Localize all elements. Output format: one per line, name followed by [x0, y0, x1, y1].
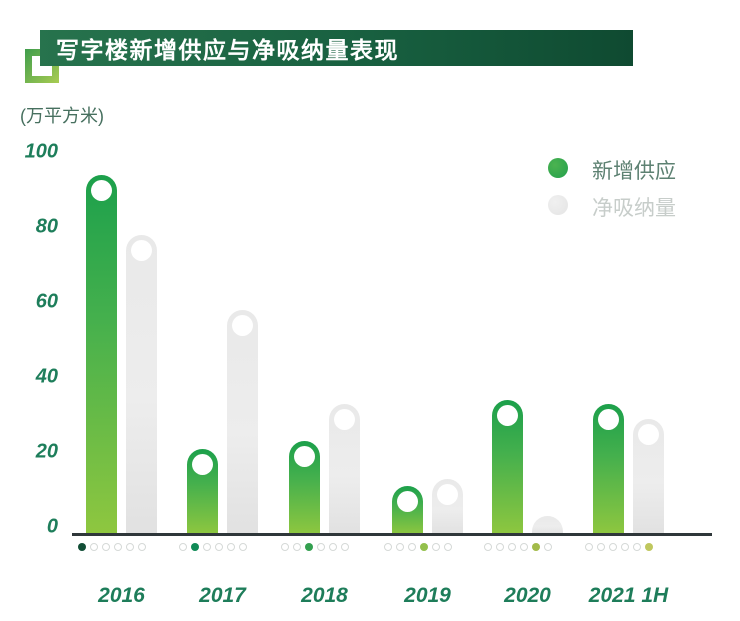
- dot-active-icon: [190, 543, 199, 551]
- y-axis-tick-40: 40: [35, 365, 58, 388]
- dot-icon: [620, 543, 629, 551]
- x-axis-label-2018: 2018: [301, 584, 348, 607]
- dot-icon: [495, 543, 504, 551]
- dot-icon: [395, 543, 404, 551]
- dot-icon: [316, 543, 325, 551]
- dot-icon: [507, 543, 516, 551]
- dot-icon: [101, 543, 110, 551]
- bar-absorption-2016: [126, 235, 157, 535]
- bar-cap-hole-icon: [598, 408, 619, 430]
- dot-active-icon: [304, 543, 313, 551]
- dot-icon: [280, 543, 289, 551]
- x-axis-label-2021-1h: 2021 1H: [588, 584, 669, 607]
- x-axis-label-2016: 2016: [98, 584, 145, 607]
- legend-label-absorption: 净吸纳量: [592, 197, 676, 220]
- dot-icon: [483, 543, 492, 551]
- bar-cap-hole-icon: [397, 491, 418, 513]
- dot-icon: [89, 543, 98, 551]
- year-dots-2017: [178, 543, 247, 551]
- dot-icon: [632, 543, 641, 551]
- dot-icon: [226, 543, 235, 551]
- x-axis-label-2017: 2017: [199, 584, 246, 607]
- bar-cap-hole-icon: [334, 408, 355, 430]
- dot-icon: [113, 543, 122, 551]
- x-axis-label-2020: 2020: [504, 584, 551, 607]
- y-axis-tick-0: 0: [46, 515, 58, 538]
- chart-title: 写字楼新增供应与净吸纳量表现: [56, 37, 399, 63]
- bar-supply-2019: [392, 486, 423, 535]
- bar-absorption-2019: [432, 478, 463, 535]
- dot-icon: [407, 543, 416, 551]
- legend-label-supply: 新增供应: [592, 160, 676, 183]
- bar-cap-hole-icon: [91, 180, 112, 201]
- bar-cap-hole-icon: [437, 483, 458, 505]
- year-dots-2018: [280, 543, 349, 551]
- legend-swatch-supply-icon: [548, 158, 568, 178]
- bar-absorption-2018: [329, 403, 360, 535]
- dot-icon: [596, 543, 605, 551]
- y-axis-unit-label: (万平方米): [20, 106, 104, 126]
- y-axis-tick-20: 20: [35, 440, 58, 463]
- y-axis-tick-60: 60: [35, 290, 58, 313]
- dot-icon: [125, 543, 134, 551]
- chart-title-bar: 写字楼新增供应与净吸纳量表现: [40, 30, 633, 66]
- dot-icon: [443, 543, 452, 551]
- dot-icon: [340, 543, 349, 551]
- bar-cap-hole-icon: [497, 405, 518, 426]
- bar-absorption-2017: [227, 310, 258, 535]
- bar-absorption-2021-1h: [633, 418, 664, 535]
- dot-active-icon: [531, 543, 540, 551]
- dot-active-icon: [77, 543, 86, 551]
- y-axis-tick-80: 80: [35, 215, 58, 238]
- dot-icon: [543, 543, 552, 551]
- bar-supply-2017: [187, 448, 218, 535]
- dot-icon: [328, 543, 337, 551]
- dot-icon: [608, 543, 617, 551]
- year-dots-2020: [483, 543, 552, 551]
- dot-icon: [202, 543, 211, 551]
- dot-icon: [178, 543, 187, 551]
- x-axis-label-2019: 2019: [404, 584, 451, 607]
- dot-icon: [383, 543, 392, 551]
- bar-supply-2021-1h: [593, 403, 624, 535]
- bar-cap-hole-icon: [192, 453, 213, 475]
- bar-cap-hole-icon: [131, 240, 152, 261]
- dot-icon: [137, 543, 146, 551]
- bar-absorption-2020: [532, 516, 563, 535]
- bar-supply-2016: [86, 175, 117, 535]
- bar-cap-hole-icon: [638, 423, 659, 445]
- year-dots-2016: [77, 543, 146, 551]
- bar-supply-2018: [289, 441, 320, 535]
- dot-icon: [238, 543, 247, 551]
- dot-icon: [519, 543, 528, 551]
- dot-active-icon: [644, 543, 653, 551]
- y-axis-tick-100: 100: [24, 140, 58, 163]
- dot-icon: [292, 543, 301, 551]
- year-dots-2019: [383, 543, 452, 551]
- bar-cap-hole-icon: [294, 446, 315, 468]
- dot-active-icon: [419, 543, 428, 551]
- dot-icon: [214, 543, 223, 551]
- x-axis-line: [72, 533, 712, 536]
- legend-swatch-absorption-icon: [548, 195, 568, 215]
- dot-icon: [584, 543, 593, 551]
- year-dots-2021-1h: [584, 543, 653, 551]
- dot-icon: [431, 543, 440, 551]
- bar-supply-2020: [492, 400, 523, 535]
- bar-cap-hole-icon: [232, 315, 253, 336]
